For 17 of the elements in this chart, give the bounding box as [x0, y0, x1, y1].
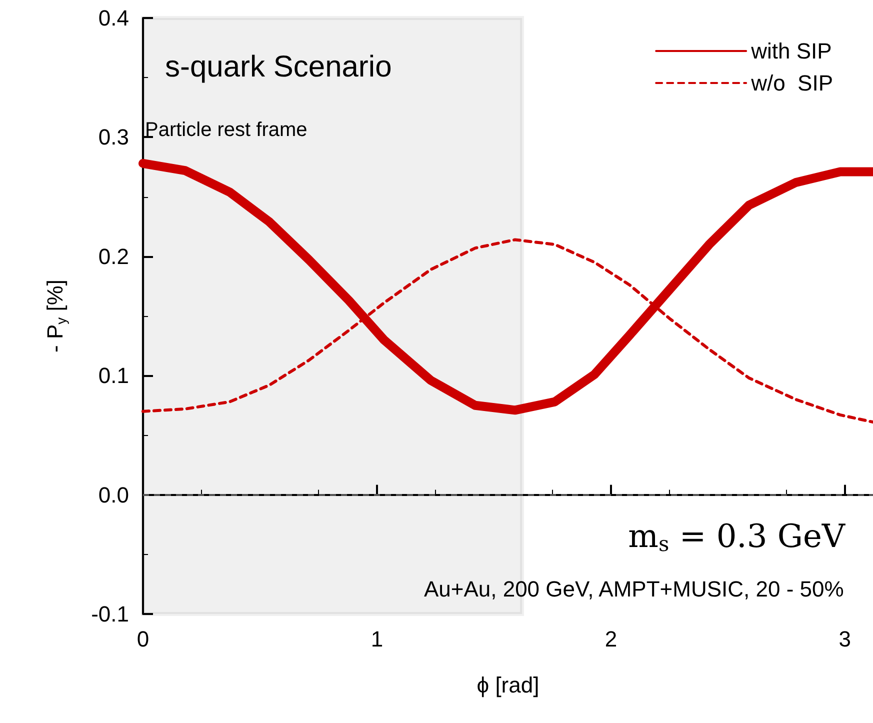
y-tick-label: -0.1	[91, 602, 129, 626]
y-tick-label: 0.2	[98, 244, 129, 269]
x-tick-label: 1	[370, 626, 384, 652]
y-axis-title: - Py [%]	[42, 279, 69, 353]
legend-label: with SIP	[750, 38, 832, 64]
annotation: Au+Au, 200 GeV, AMPT+MUSIC, 20 - 50%	[424, 576, 844, 602]
y-tick-label: 0.1	[98, 363, 129, 388]
band-label: Particle rest frame	[145, 119, 308, 141]
x-tick-label: 3	[838, 626, 852, 652]
x-tick-label: 2	[604, 626, 618, 652]
x-axis-title: ϕ [rad]	[476, 672, 540, 698]
y-tick-label: 0.4	[98, 6, 129, 30]
y-tick-label: 0.0	[98, 482, 129, 508]
annotation: s-quark Scenario	[165, 50, 392, 84]
x-tick-label: 0	[136, 626, 150, 652]
y-tick-label: 0.3	[98, 124, 129, 150]
legend-label: w/o SIP	[750, 70, 833, 96]
